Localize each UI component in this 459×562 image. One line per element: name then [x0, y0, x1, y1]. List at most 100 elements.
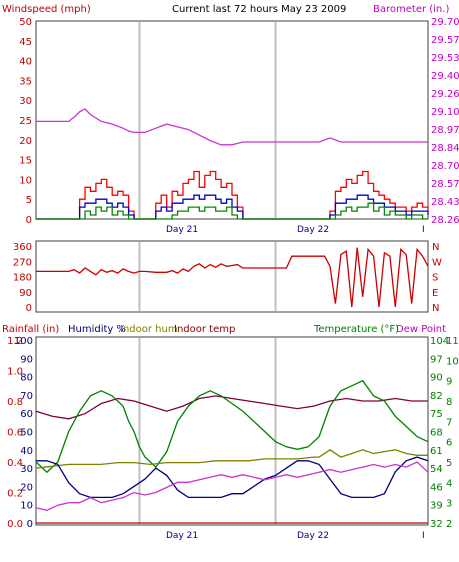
- temp-y-tick-0: 104: [430, 336, 449, 347]
- rain-y-tick-2: 0.8: [7, 397, 23, 408]
- dew-y-tick-2: 9: [446, 377, 452, 388]
- dew-y-tick-8: 3: [446, 499, 452, 510]
- rain-y-tick-5: 0.2: [7, 489, 23, 500]
- hum-y-tick-10: 0: [27, 519, 33, 530]
- hum-y-tick-5: 50: [20, 428, 33, 439]
- dir-y-tick-0: 360: [13, 242, 32, 253]
- legend-rainfall: Rainfall (in): [2, 324, 59, 335]
- wind-y-tick-9: 5: [26, 195, 32, 206]
- direction-series-group: [36, 247, 429, 308]
- legend-temperature: Temperature (°F): [313, 324, 399, 335]
- dew-y-tick-7: 4: [446, 478, 452, 489]
- hum-y-tick-4: 60: [20, 409, 33, 420]
- dew-y-tick-9: 2: [446, 519, 452, 530]
- wind-y-tick-10: 0: [26, 215, 32, 226]
- hum-y-tick-6: 40: [20, 446, 33, 457]
- baro-y-tick-7: 28.84: [431, 143, 459, 154]
- temp-y-tick-10: 32: [430, 519, 443, 530]
- baro-y-tick-3: 29.40: [431, 71, 459, 82]
- barometer-axis-label: Barometer (in.): [373, 4, 449, 15]
- rain-y-tick-4: 0.4: [7, 458, 23, 469]
- rain-y-tick-3: 0.6: [7, 428, 23, 439]
- temp-x-label-end: I: [422, 531, 425, 541]
- wind-y-tick-1: 45: [19, 37, 32, 48]
- dewpoint-y-tick-labels: 11 10 9 8 7 6 5 4 3 2: [446, 336, 459, 530]
- temp-y-tick-4: 75: [430, 409, 443, 420]
- temp-y-tick-6: 61: [430, 446, 443, 457]
- dew_point-line: [35, 461, 429, 511]
- temp-y-tick-5: 68: [430, 428, 443, 439]
- baro-y-tick-2: 29.53: [431, 53, 459, 64]
- temp-x-label-day22: Day 22: [297, 531, 329, 541]
- wind-y-tick-4: 30: [19, 96, 32, 107]
- direction-plot-area: [35, 240, 429, 313]
- wind-axis-label: Windspeed (mph): [2, 4, 91, 15]
- wind_low-line: [36, 202, 428, 220]
- dir-y-tick-1: 270: [13, 257, 32, 268]
- dir-y-tick-3: 90: [19, 288, 32, 299]
- rain-y-tick-0: 1.2: [7, 336, 23, 347]
- compass-y-tick-1: W: [432, 257, 442, 268]
- wind-x-label-day22: Day 22: [297, 225, 329, 235]
- baro-y-tick-0: 29.70: [431, 17, 459, 28]
- temp-humidity-panel: Rainfall (in) Humidity % Indoor hum Indo…: [2, 324, 459, 541]
- hum-y-tick-7: 30: [20, 464, 33, 475]
- wind-y-tick-7: 15: [19, 156, 32, 167]
- wind-chart-title: Current last 72 hours May 23 2009: [172, 4, 346, 15]
- hum-y-tick-3: 70: [20, 391, 33, 402]
- temp-series-group: [35, 379, 429, 524]
- wind-barometer-panel: Windspeed (mph) Current last 72 hours Ma…: [2, 4, 459, 235]
- rain-y-tick-6: 0.0: [7, 519, 23, 530]
- rain-y-tick-1: 1.0: [7, 367, 23, 378]
- wind-y-tick-2: 40: [19, 57, 32, 68]
- gust-line: [36, 170, 429, 220]
- wind-series-group: [36, 108, 429, 220]
- temp-y-tick-7: 54: [430, 464, 443, 475]
- temp-y-tick-3: 82: [430, 391, 443, 402]
- wind-y-tick-8: 10: [19, 175, 32, 186]
- direction-day-gridlines: [138, 242, 277, 311]
- temp-y-tick-1: 97: [430, 354, 443, 365]
- legend-dew-point: Dew Point: [396, 324, 446, 335]
- baro-y-tick-6: 28.97: [431, 125, 459, 136]
- indoor_hum-line: [35, 449, 428, 469]
- dew-y-tick-6: 5: [446, 458, 452, 469]
- legend-humidity: Humidity %: [68, 324, 126, 335]
- compass-y-tick-0: N: [432, 242, 439, 253]
- wind-y-tick-0: 50: [19, 17, 32, 28]
- indoor_temp-line: [35, 395, 428, 420]
- hum-y-tick-1: 90: [20, 354, 33, 365]
- temp-x-label-day21: Day 21: [166, 531, 198, 541]
- wind-day-gridlines: [138, 22, 277, 218]
- barometer-y-tick-labels: 29.70 29.57 29.53 29.40 29.26 29.10 28.97 28.84…: [431, 17, 459, 226]
- baro-y-tick-10: 28.43: [431, 197, 459, 208]
- dir-y-tick-4: 0: [26, 303, 32, 314]
- direction-line: [36, 247, 429, 308]
- baro-y-tick-5: 29.10: [431, 107, 459, 118]
- hum-y-tick-2: 80: [20, 373, 33, 384]
- wind_avg-line: [36, 194, 429, 220]
- wind-y-tick-3: 35: [19, 76, 32, 87]
- dew-y-tick-5: 6: [446, 438, 452, 449]
- dew-y-tick-3: 8: [446, 397, 452, 408]
- compass-y-tick-3: E: [432, 288, 438, 299]
- baro-y-tick-1: 29.57: [431, 35, 459, 46]
- hum-y-tick-9: 10: [20, 501, 33, 512]
- baro-y-tick-11: 28.26: [431, 215, 459, 226]
- wind-y-tick-6: 20: [19, 136, 32, 147]
- temp-y-tick-2: 90: [430, 373, 443, 384]
- legend-indoor-hum: Indoor hum: [120, 324, 178, 335]
- dew-y-tick-1: 10: [446, 356, 459, 367]
- temp-y-tick-9: 39: [430, 501, 443, 512]
- baro-y-tick-9: 28.57: [431, 179, 459, 190]
- baro-y-tick-4: 29.26: [431, 89, 459, 100]
- hum-y-tick-8: 20: [20, 482, 33, 493]
- dew-y-tick-4: 7: [446, 417, 452, 428]
- temp-day-gridlines: [138, 338, 277, 524]
